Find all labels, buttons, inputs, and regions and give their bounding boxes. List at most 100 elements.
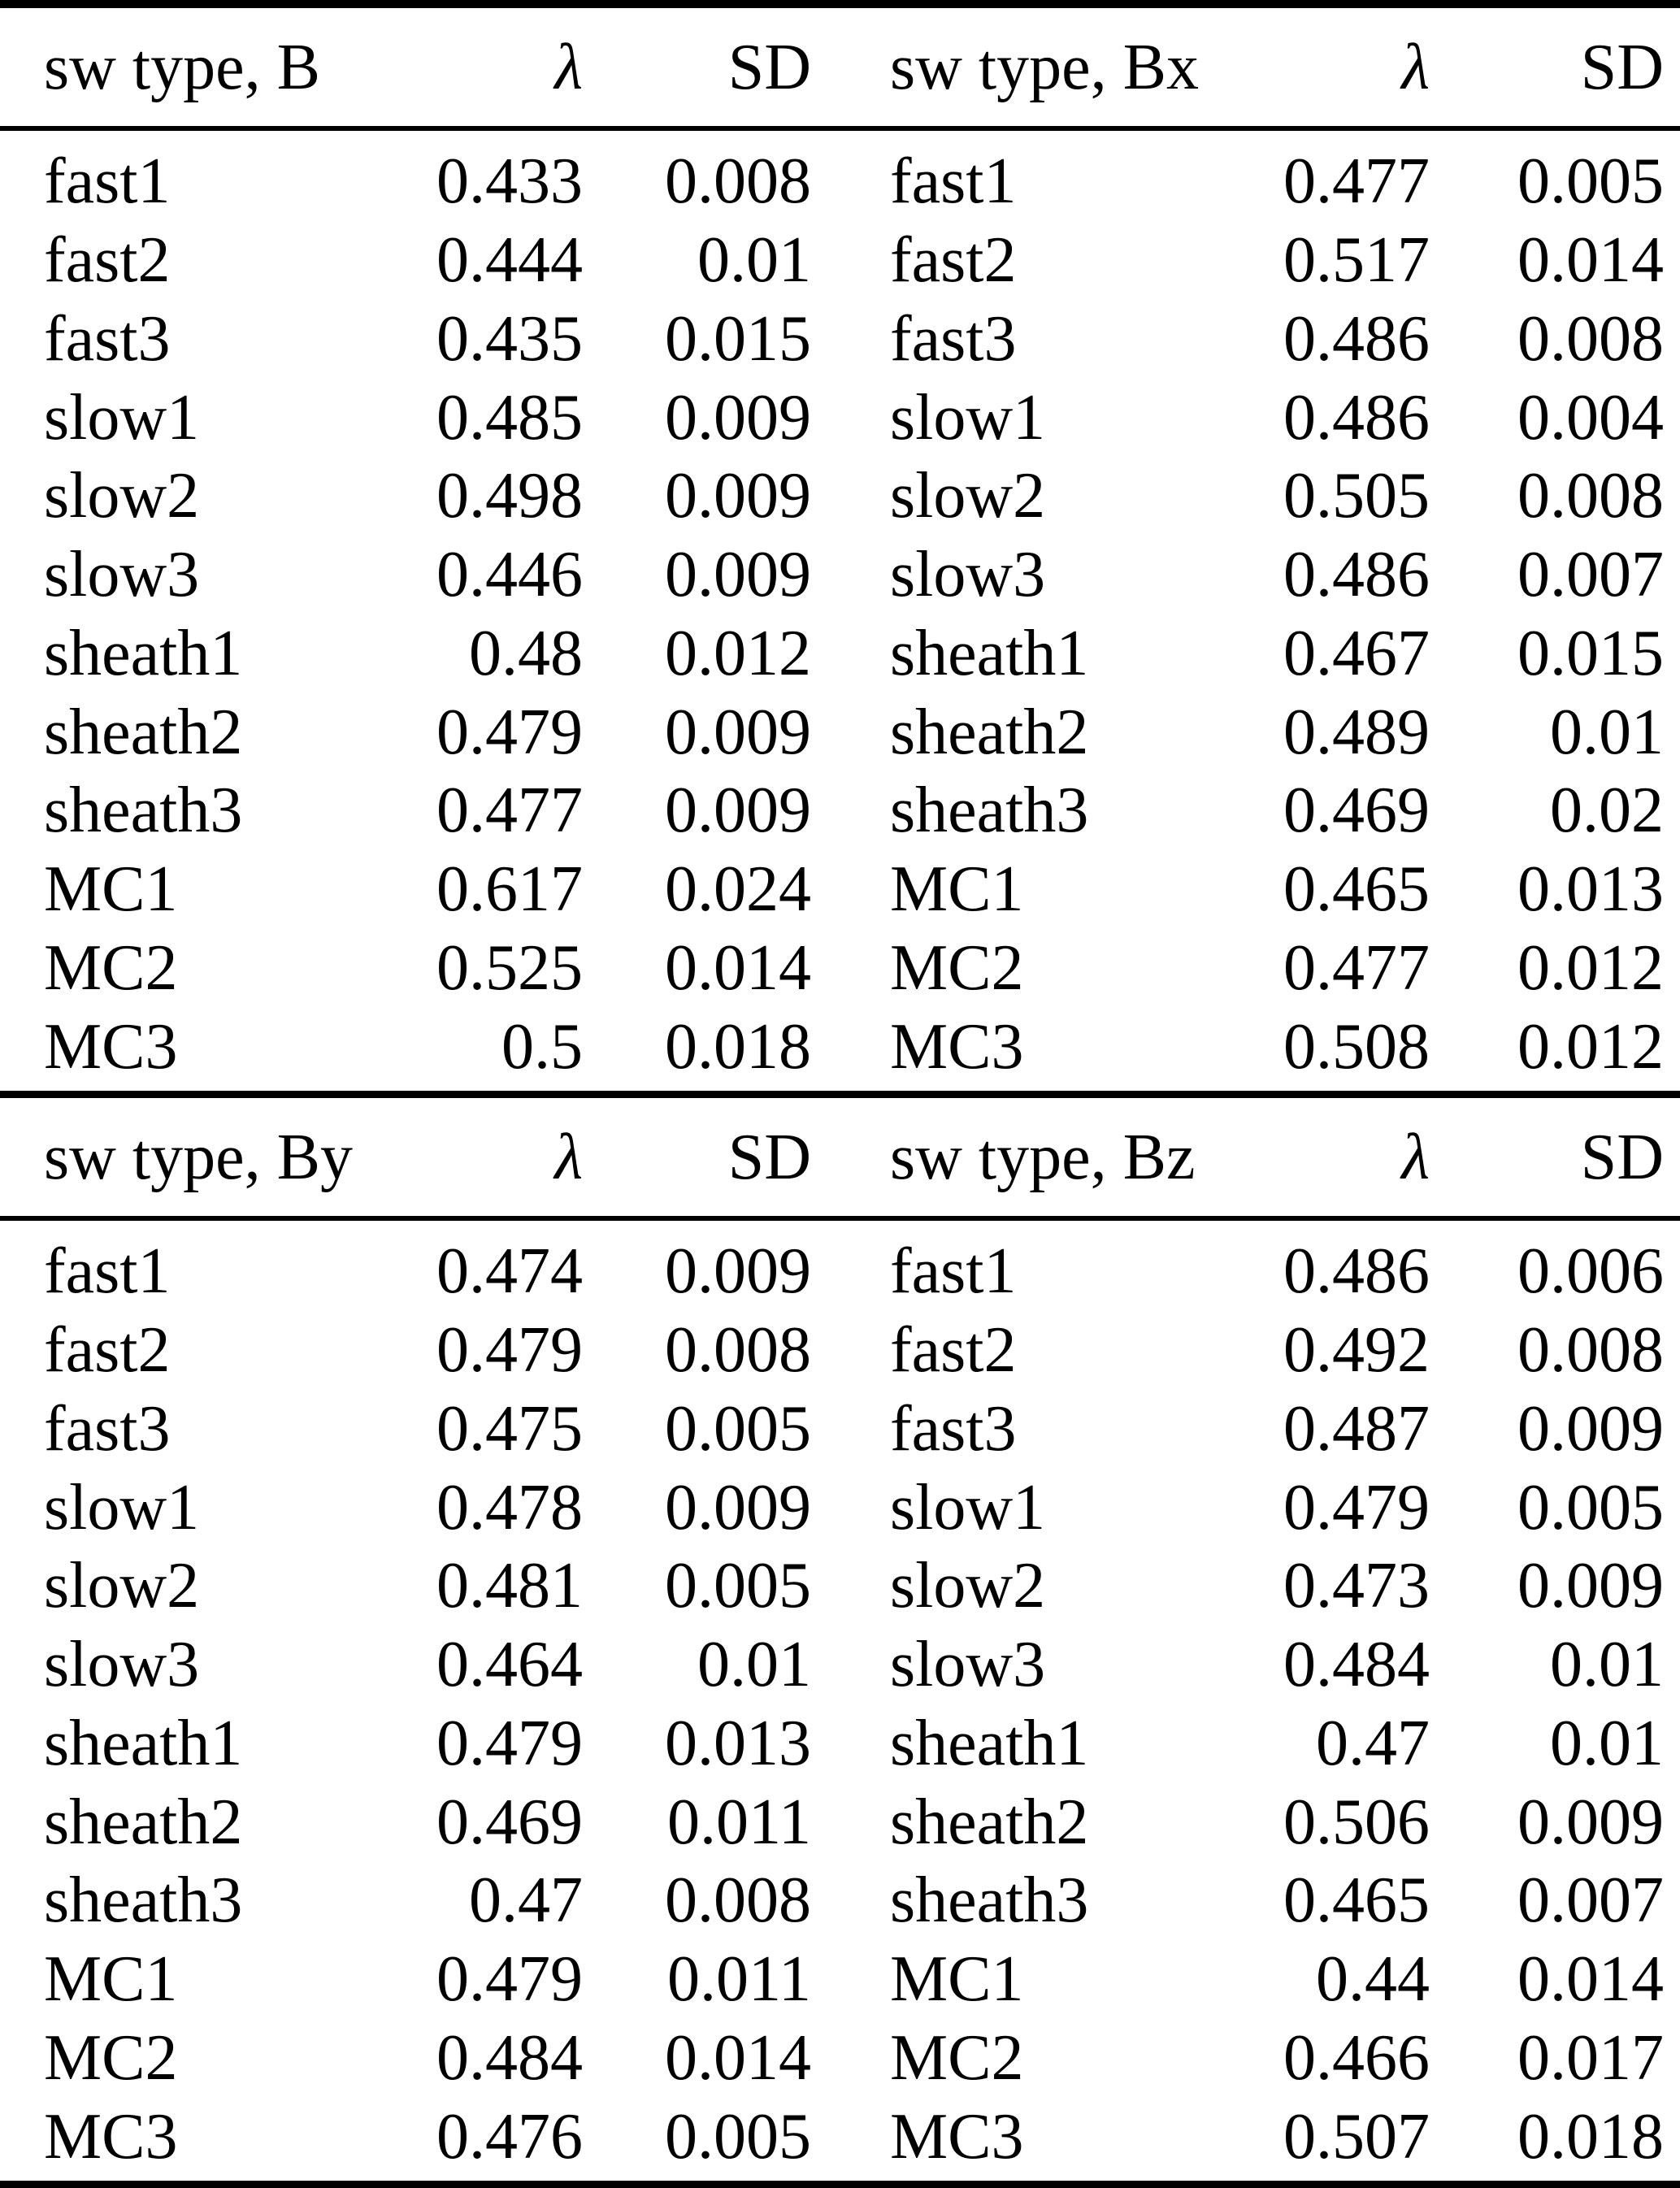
sd-cell: 0.011 <box>666 1943 811 2016</box>
table-row: slow3 0.446 0.009 slow3 0.486 0.007 <box>0 542 1680 607</box>
lambda-cell: 0.505 <box>1283 460 1430 532</box>
lambda-cell: 0.474 <box>436 1235 583 1308</box>
lambda-cell: 0.466 <box>1283 2021 1430 2094</box>
lambda-cell: 0.478 <box>436 1471 583 1543</box>
lambda-header: λ <box>1401 31 1430 103</box>
lambda-cell: 0.489 <box>1283 696 1430 768</box>
sd-cell: 0.004 <box>1517 381 1664 454</box>
sd-cell: 0.009 <box>1517 1392 1664 1465</box>
sw-type-cell: slow2 <box>44 1550 200 1622</box>
table-row: slow1 0.478 0.009 slow1 0.479 0.005 <box>0 1475 1680 1540</box>
sw-type-cell: fast3 <box>44 1392 171 1465</box>
table-row: fast1 0.474 0.009 fast1 0.486 0.006 <box>0 1239 1680 1304</box>
sd-cell: 0.007 <box>1517 539 1664 611</box>
table-row: MC2 0.484 0.014 MC2 0.466 0.017 <box>0 2025 1680 2090</box>
lambda-cell: 0.469 <box>436 1786 583 1858</box>
table-section-top: sw type, B λ SD sw type, Bx λ SD fast1 0.… <box>0 8 1680 1091</box>
lambda-cell: 0.486 <box>1283 539 1430 611</box>
sd-cell: 0.014 <box>1517 224 1664 297</box>
sw-type-cell: MC1 <box>890 1943 1024 2016</box>
sw-type-cell: MC3 <box>44 1010 178 1083</box>
table-row: fast2 0.479 0.008 fast2 0.492 0.008 <box>0 1318 1680 1383</box>
sd-cell: 0.014 <box>665 931 811 1004</box>
sw-type-b-header: sw type, B <box>44 31 320 103</box>
sw-type-cell: sheath1 <box>44 617 243 689</box>
lambda-cell: 0.486 <box>1283 381 1430 454</box>
sw-type-cell: sheath1 <box>890 1707 1089 1779</box>
sw-type-cell: fast2 <box>890 1314 1017 1387</box>
sw-type-cell: fast3 <box>890 302 1017 375</box>
sw-type-cell: MC2 <box>44 931 178 1004</box>
sd-cell: 0.005 <box>665 1392 811 1465</box>
lambda-cell: 0.435 <box>436 302 583 375</box>
sw-type-cell: sheath2 <box>44 696 243 768</box>
sd-cell: 0.01 <box>697 224 811 297</box>
table-section-bottom: sw type, By λ SD sw type, Bz λ SD fast1 0… <box>0 1098 1680 2181</box>
sd-cell: 0.009 <box>665 381 811 454</box>
lambda-header: λ <box>554 31 583 103</box>
table-row: fast1 0.433 0.008 fast1 0.477 0.005 <box>0 149 1680 214</box>
lambda-cell: 0.484 <box>436 2021 583 2094</box>
table-row: MC2 0.525 0.014 MC2 0.477 0.012 <box>0 936 1680 1001</box>
table-row: slow1 0.485 0.009 slow1 0.486 0.004 <box>0 385 1680 450</box>
sw-type-cell: slow2 <box>44 460 200 532</box>
sw-type-cell: sheath2 <box>890 1786 1089 1858</box>
sd-cell: 0.008 <box>665 1314 811 1387</box>
table-body-bottom: fast1 0.474 0.009 fast1 0.486 0.006 fast2 0.479… <box>0 1221 1680 2181</box>
sd-cell: 0.01 <box>697 1629 811 1701</box>
sd-cell: 0.01 <box>1550 696 1664 768</box>
sw-type-cell: fast2 <box>44 1314 171 1387</box>
sw-type-cell: slow1 <box>44 1471 200 1543</box>
lambda-cell: 0.477 <box>1283 931 1430 1004</box>
middle-rule <box>0 1091 1680 1098</box>
sd-cell: 0.009 <box>665 1471 811 1543</box>
sd-header: SD <box>727 1121 811 1193</box>
lambda-cell: 0.473 <box>1283 1550 1430 1622</box>
sw-type-cell: fast3 <box>44 302 171 375</box>
sw-type-cell: sheath3 <box>44 775 243 847</box>
sd-cell: 0.018 <box>1517 2100 1664 2173</box>
sd-cell: 0.005 <box>1517 1471 1664 1543</box>
sd-cell: 0.012 <box>1517 931 1664 1004</box>
top-rule <box>0 0 1680 8</box>
sw-type-cell: sheath3 <box>890 775 1089 847</box>
sw-type-cell: fast3 <box>890 1392 1017 1465</box>
table-row: sheath1 0.48 0.012 sheath1 0.467 0.015 <box>0 621 1680 686</box>
sw-type-cell: sheath1 <box>44 1707 243 1779</box>
sd-cell: 0.009 <box>665 696 811 768</box>
table-row: slow2 0.498 0.009 slow2 0.505 0.008 <box>0 463 1680 528</box>
lambda-cell: 0.469 <box>1283 775 1430 847</box>
table-row: sheath2 0.479 0.009 sheath2 0.489 0.01 <box>0 700 1680 765</box>
sd-cell: 0.005 <box>665 2100 811 2173</box>
lambda-cell: 0.476 <box>436 2100 583 2173</box>
lambda-cell: 0.464 <box>436 1629 583 1701</box>
lambda-cell: 0.479 <box>1283 1471 1430 1543</box>
sw-type-cell: sheath2 <box>44 1786 243 1858</box>
sw-type-cell: fast1 <box>890 145 1017 218</box>
lambda-cell: 0.44 <box>1316 1943 1430 2016</box>
lambda-cell: 0.506 <box>1283 1786 1430 1858</box>
lambda-cell: 0.479 <box>436 696 583 768</box>
sd-cell: 0.01 <box>1550 1629 1664 1701</box>
sw-type-cell: slow3 <box>890 539 1046 611</box>
sd-cell: 0.024 <box>665 853 811 926</box>
lambda-cell: 0.479 <box>436 1314 583 1387</box>
sd-cell: 0.006 <box>1517 1235 1664 1308</box>
lambda-cell: 0.433 <box>436 145 583 218</box>
sw-type-cell: MC1 <box>44 853 178 926</box>
sw-type-cell: sheath3 <box>890 1865 1089 1937</box>
lambda-cell: 0.487 <box>1283 1392 1430 1465</box>
table-row: sheath2 0.469 0.011 sheath2 0.506 0.009 <box>0 1790 1680 1855</box>
sw-type-cell: sheath3 <box>44 1865 243 1937</box>
header-row: sw type, By λ SD sw type, Bz λ SD <box>0 1098 1680 1216</box>
sw-type-cell: slow3 <box>890 1629 1046 1701</box>
lambda-cell: 0.475 <box>436 1392 583 1465</box>
lambda-cell: 0.486 <box>1283 1235 1430 1308</box>
sd-cell: 0.009 <box>1517 1786 1664 1858</box>
table-row: MC1 0.479 0.011 MC1 0.44 0.014 <box>0 1947 1680 2012</box>
sd-header: SD <box>1580 1121 1664 1193</box>
table-row: fast2 0.444 0.01 fast2 0.517 0.014 <box>0 228 1680 293</box>
sw-type-cell: sheath2 <box>890 696 1089 768</box>
sd-header: SD <box>1580 31 1664 103</box>
